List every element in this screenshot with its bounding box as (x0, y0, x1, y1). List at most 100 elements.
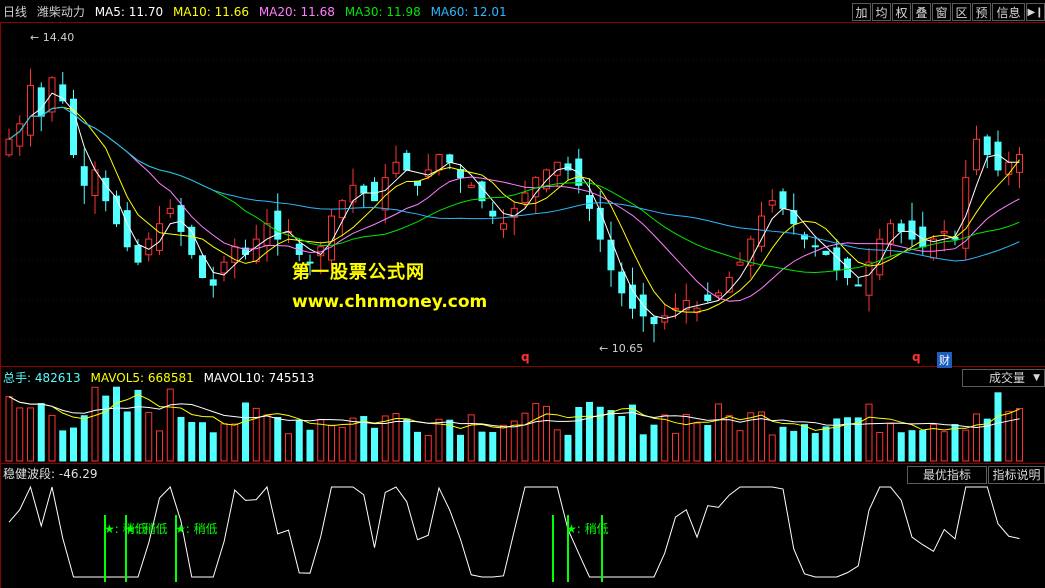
candle-body (865, 261, 873, 296)
candle-body (887, 223, 894, 244)
candle-body (166, 207, 174, 214)
best-indicator-button[interactable]: 最优指标 (907, 466, 987, 484)
overlay-button[interactable]: 叠 (912, 3, 931, 21)
volume-bar (123, 411, 131, 462)
candle-body (811, 245, 819, 248)
forecast-button[interactable]: 预 (972, 3, 991, 21)
top-border (0, 22, 1045, 23)
window-button[interactable]: 窗 (932, 3, 951, 21)
volume-bar (844, 417, 851, 462)
volume-bar (48, 414, 56, 462)
candle-body (725, 277, 733, 293)
chart-toolbar: 加 均 权 叠 窗 区 预 信息 ▶❙ (851, 3, 1045, 21)
rights-button[interactable]: 权 (892, 3, 911, 21)
volume-header: 总手: 482613 MAVOL5: 668581 MAVOL10: 74551… (3, 370, 320, 386)
candle-body (629, 284, 636, 309)
volume-bar (403, 418, 411, 462)
stock-name: 潍柴动力 (36, 5, 85, 19)
volume-bar (414, 431, 421, 462)
volume-bar (790, 430, 798, 462)
candle-body (854, 284, 862, 287)
volume-bar (629, 404, 636, 462)
range-button[interactable]: 区 (952, 3, 971, 21)
candle-body (973, 138, 980, 171)
volume-bar (306, 429, 314, 462)
volume-bar (209, 432, 217, 462)
volume-bar (865, 403, 873, 462)
candle-body (349, 184, 357, 203)
candlesticks (5, 68, 1023, 343)
candle-body (156, 223, 163, 251)
volume-bar (854, 417, 862, 462)
period-label[interactable]: 日线 (3, 5, 28, 19)
q-marker-1[interactable]: q (521, 350, 530, 364)
volume-bar (371, 427, 378, 462)
volume-bar (1005, 410, 1013, 462)
candle-body (177, 205, 185, 232)
candle-body (5, 138, 13, 156)
volume-bar (166, 388, 174, 462)
volume-bar (908, 430, 916, 462)
candle-body (758, 215, 765, 247)
candle-body (833, 247, 841, 271)
volume-bar (274, 417, 282, 462)
volume-bar (962, 429, 970, 462)
candle-body (252, 238, 260, 263)
candle-body (199, 255, 206, 279)
candle-body (908, 220, 916, 240)
low-price-label: ← 10.65 (599, 342, 644, 355)
volume-bar (693, 422, 701, 462)
moving-average-lines (8, 92, 1020, 319)
volume-bar (381, 415, 389, 462)
watermark-url: www.chnmoney.com (292, 292, 488, 312)
financial-marker[interactable]: 财 (937, 352, 952, 368)
candle-body (790, 210, 798, 225)
mavol10-line (8, 396, 1020, 429)
candle-body (145, 238, 153, 256)
candle-body (360, 185, 368, 194)
candle-body (27, 84, 34, 136)
volume-bar (951, 424, 959, 462)
next-stock-icon[interactable]: ▶❙ (1026, 3, 1045, 21)
ma10-line (8, 106, 1020, 313)
q-marker-2[interactable]: q (912, 350, 921, 364)
add-button[interactable]: 加 (852, 3, 871, 21)
candle-body (500, 223, 507, 230)
volume-bar (543, 405, 550, 462)
volume-bar (102, 395, 110, 462)
mavol5-value: MAVOL5: 668581 (90, 371, 194, 385)
volume-bar (199, 422, 206, 462)
mavol10-value: MAVOL10: 745513 (203, 371, 315, 385)
volume-bar (392, 412, 400, 462)
candle-body (263, 223, 271, 246)
candle-body (779, 191, 787, 209)
total-volume: 总手: 482613 (3, 371, 81, 385)
volume-indicator-select[interactable]: 成交量 ▼ (962, 369, 1045, 387)
signal-label-4: ★: 稍低 (566, 522, 609, 536)
volume-bar (801, 424, 808, 462)
volume-bar (747, 412, 755, 462)
volume-bar (940, 431, 948, 462)
candle-body (521, 192, 529, 204)
volume-bar (338, 426, 346, 462)
average-button[interactable]: 均 (872, 3, 891, 21)
candle-body (113, 195, 120, 225)
candle-body (1005, 161, 1013, 175)
candle-body (693, 307, 701, 314)
candle-body (489, 210, 497, 217)
volume-bar (704, 425, 712, 462)
volume-bar (607, 410, 615, 462)
volume-bar (37, 403, 45, 462)
volume-bar (725, 415, 733, 462)
volume-bar (973, 413, 980, 462)
volume-bar (919, 430, 927, 462)
volume-bar (596, 406, 604, 462)
info-button[interactable]: 信息 (992, 3, 1025, 21)
volume-bar (521, 412, 529, 462)
candle-body (876, 238, 884, 276)
candle-body (704, 294, 712, 302)
indicator-help-button[interactable]: 指标说明 (988, 466, 1045, 484)
candle-body (274, 210, 282, 240)
candle-body (328, 215, 335, 261)
